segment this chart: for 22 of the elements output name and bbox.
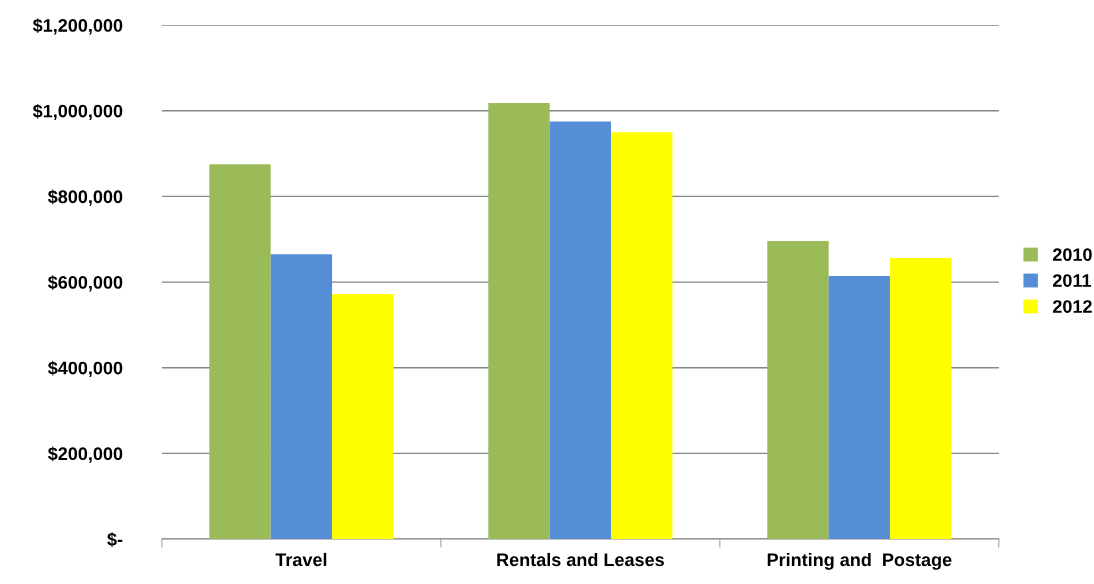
y-tick-label: $- [107,532,123,547]
y-tick-label: $800,000 [47,189,123,206]
bar [270,254,333,540]
legend-label: 2012 [1052,300,1092,313]
bar [890,258,952,540]
x-tick-label: Rentals and Leases [497,552,664,567]
x-tick-label: Printing and Postage [767,552,952,570]
bar [549,121,612,540]
bar [828,276,891,540]
y-tick-label: $200,000 [47,446,123,463]
bar [209,164,271,540]
y-tick-label: $1,200,000 [32,18,123,35]
bar [611,132,673,540]
legend-label: 2010 [1052,248,1092,262]
bar [488,103,550,540]
bar [332,294,394,540]
x-tick-label: Travel [275,552,327,567]
y-tick-label: $600,000 [47,275,123,292]
y-tick-label: $400,000 [47,360,123,378]
legend-label: 2011 [1052,274,1091,287]
bar [767,240,829,540]
y-tick-label: $1,000,000 [32,103,123,121]
